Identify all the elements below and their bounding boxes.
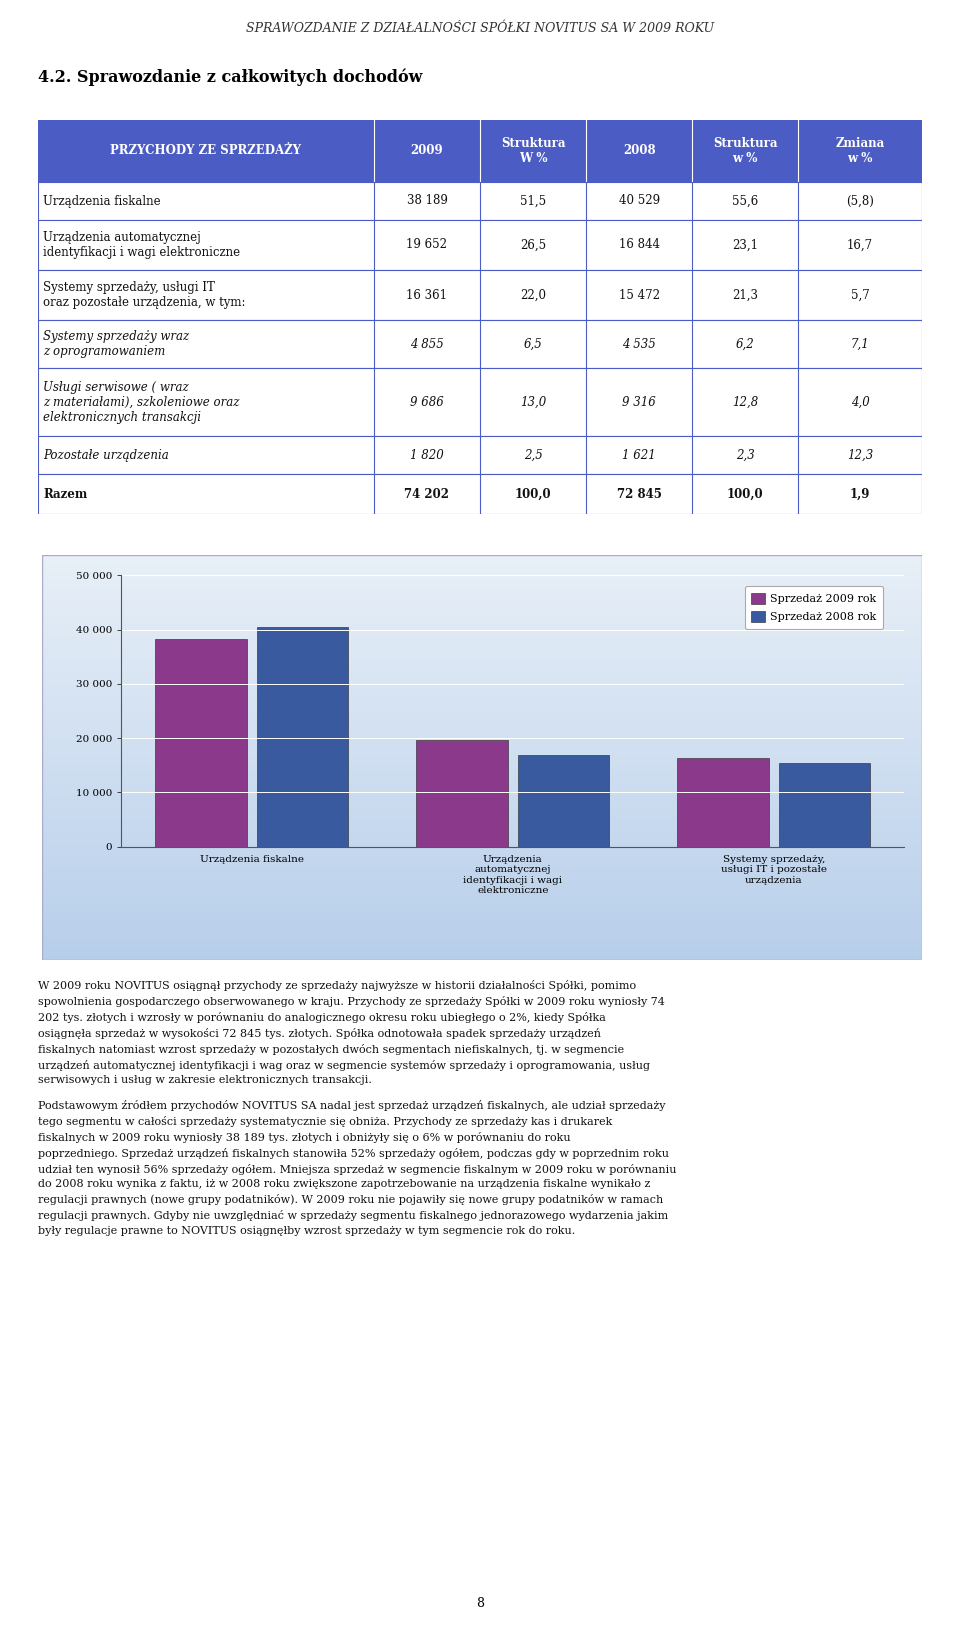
Text: Systemy sprzedaży wraz
z oprogramowaniem: Systemy sprzedaży wraz z oprogramowaniem [43, 331, 189, 358]
Text: Usługi serwisowe ( wraz
z materiałami), szkoleniowe oraz
elektronicznych transak: Usługi serwisowe ( wraz z materiałami), … [43, 381, 239, 424]
Text: 38 189: 38 189 [406, 194, 447, 207]
Bar [518, 756, 610, 847]
Text: 100,0: 100,0 [515, 487, 551, 500]
Text: 4,0: 4,0 [851, 396, 870, 409]
Bar [38, 121, 922, 182]
Text: 19 652: 19 652 [406, 238, 447, 251]
Text: PRZYCHODY ZE SPRZEDAŻY: PRZYCHODY ZE SPRZEDAŻY [110, 145, 301, 158]
Text: Urządzenia fiskalne: Urządzenia fiskalne [43, 194, 160, 207]
Bar [38, 319, 922, 368]
Text: 74 202: 74 202 [404, 487, 449, 500]
Text: 4.2. Sprawozdanie z całkowitych dochodów: 4.2. Sprawozdanie z całkowitych dochodów [38, 68, 422, 85]
Bar [38, 270, 922, 319]
Bar [257, 627, 348, 847]
Text: 51,5: 51,5 [520, 194, 546, 207]
Text: Struktura
w %: Struktura w % [713, 137, 778, 165]
Bar [156, 639, 247, 847]
Text: Razem: Razem [43, 487, 87, 500]
Text: 13,0: 13,0 [520, 396, 546, 409]
Text: 100,0: 100,0 [727, 487, 763, 500]
Bar [38, 368, 922, 437]
Text: 5,7: 5,7 [851, 288, 870, 301]
Text: 4 535: 4 535 [622, 337, 656, 350]
Text: 15 472: 15 472 [618, 288, 660, 301]
Text: 9 686: 9 686 [410, 396, 444, 409]
Text: Urządzenia automatycznej
identyfikacji i wagi elektroniczne: Urządzenia automatycznej identyfikacji i… [43, 231, 240, 259]
Text: 26,5: 26,5 [520, 238, 546, 251]
Text: 16 361: 16 361 [406, 288, 447, 301]
Bar [780, 762, 871, 847]
Text: (5,8): (5,8) [846, 194, 874, 207]
Text: 23,1: 23,1 [732, 238, 758, 251]
Text: Podstawowym źródłem przychodów NOVITUS SA nadal jest sprzedaż urządzeń fiskalnyc: Podstawowym źródłem przychodów NOVITUS S… [38, 1100, 677, 1235]
Text: 1 621: 1 621 [622, 448, 656, 461]
Text: 72 845: 72 845 [616, 487, 661, 500]
Text: 16,7: 16,7 [847, 238, 874, 251]
Text: Pozostałe urządzenia: Pozostałe urządzenia [43, 448, 169, 461]
Text: 8: 8 [476, 1596, 484, 1609]
Text: 1,9: 1,9 [850, 487, 871, 500]
Text: 12,8: 12,8 [732, 396, 758, 409]
Text: Zmiana
w %: Zmiana w % [835, 137, 885, 165]
Text: 9 316: 9 316 [622, 396, 656, 409]
Text: 6,5: 6,5 [523, 337, 542, 350]
Text: 22,0: 22,0 [520, 288, 546, 301]
Text: 1 820: 1 820 [410, 448, 444, 461]
Text: Systemy sprzedaży, usługi IT
oraz pozostałe urządzenia, w tym:: Systemy sprzedaży, usługi IT oraz pozost… [43, 280, 246, 310]
Bar [38, 437, 922, 474]
Text: W 2009 roku NOVITUS osiągnął przychody ze sprzedaży najwyższe w historii działal: W 2009 roku NOVITUS osiągnął przychody z… [38, 981, 665, 1085]
Bar [417, 740, 508, 847]
Text: 40 529: 40 529 [618, 194, 660, 207]
Text: 4 855: 4 855 [410, 337, 444, 350]
Bar [38, 474, 922, 515]
Text: Struktura
W %: Struktura W % [501, 137, 565, 165]
Text: 6,2: 6,2 [735, 337, 755, 350]
Text: 55,6: 55,6 [732, 194, 758, 207]
Text: 12,3: 12,3 [847, 448, 874, 461]
Bar [38, 182, 922, 220]
Legend: Sprzedaż 2009 rok, Sprzedaż 2008 rok: Sprzedaż 2009 rok, Sprzedaż 2008 rok [745, 586, 883, 629]
Text: 2,5: 2,5 [523, 448, 542, 461]
Text: 2,3: 2,3 [735, 448, 755, 461]
Text: 2009: 2009 [411, 145, 444, 158]
Text: 2008: 2008 [623, 145, 656, 158]
Bar [38, 220, 922, 270]
Text: 7,1: 7,1 [851, 337, 870, 350]
Text: SPRAWOZDANIE Z DZIAŁALNOŚCI SPÓŁKI NOVITUS SA W 2009 ROKU: SPRAWOZDANIE Z DZIAŁALNOŚCI SPÓŁKI NOVIT… [246, 23, 714, 34]
Text: 16 844: 16 844 [618, 238, 660, 251]
Text: 21,3: 21,3 [732, 288, 758, 301]
Bar [677, 757, 769, 847]
